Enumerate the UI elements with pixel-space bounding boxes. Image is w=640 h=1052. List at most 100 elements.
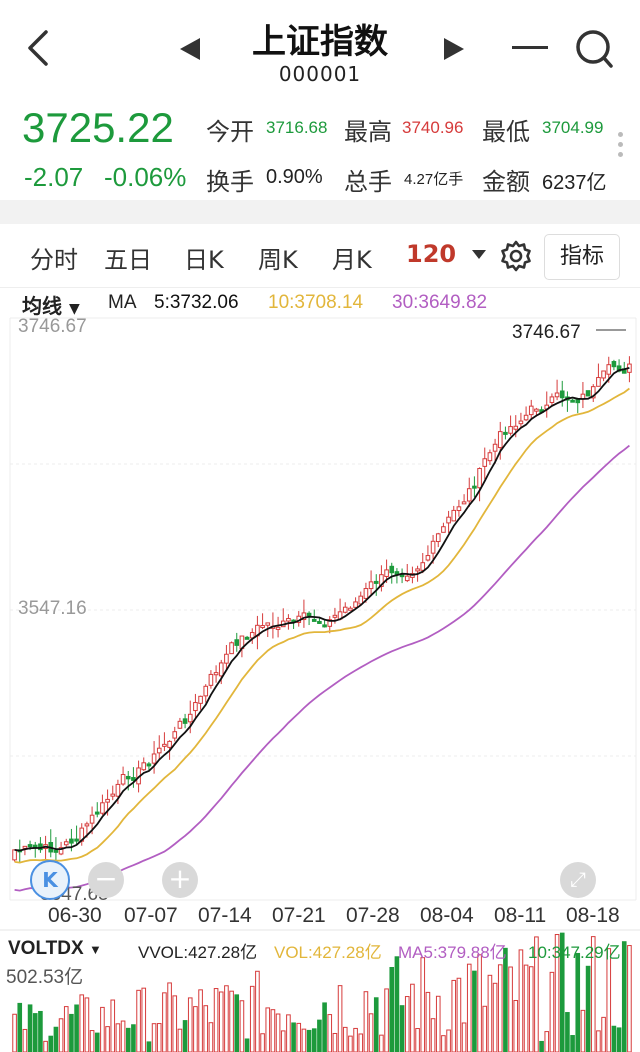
- candle-body: [435, 533, 441, 543]
- tab-intraday[interactable]: 分时: [30, 246, 78, 274]
- volume-bar: [570, 1035, 575, 1052]
- minimize-icon[interactable]: [512, 46, 548, 49]
- candle-body: [53, 849, 59, 853]
- fullscreen-button[interactable]: ⤢: [560, 862, 596, 898]
- candle-body: [513, 425, 519, 430]
- k-button[interactable]: K: [30, 860, 70, 900]
- candle-body: [311, 618, 317, 622]
- chevron-down-icon: ▼: [88, 942, 102, 957]
- volume-bar: [353, 1027, 358, 1052]
- volume-bar: [621, 941, 627, 1052]
- volume-bar: [32, 1013, 38, 1052]
- volume-bar: [296, 1022, 302, 1052]
- volume-bar: [17, 1002, 23, 1052]
- kline-chart[interactable]: 均线 ▼ MA 5:3732.06 10:3708.14 30:3649.82 …: [0, 290, 640, 1052]
- volume-bar: [410, 983, 415, 1052]
- volume-bar: [110, 999, 116, 1052]
- candle-body: [420, 562, 426, 571]
- volume-selector[interactable]: VOLTDX ▼: [8, 938, 102, 960]
- volume-bar: [94, 1032, 100, 1052]
- volume-bar: [585, 965, 591, 1052]
- candle-body: [146, 763, 152, 767]
- volume-bar: [306, 1029, 312, 1052]
- volume-bar: [420, 957, 426, 1052]
- candle-body: [63, 841, 69, 846]
- volume-bar: [332, 1032, 338, 1052]
- volume-bar: [63, 1006, 69, 1052]
- tab-monthly-k[interactable]: 月K: [332, 246, 372, 274]
- volume-bar: [451, 979, 457, 1052]
- volume-bar: [466, 963, 472, 1052]
- volume-bar: [404, 996, 410, 1052]
- volume-bar: [580, 1009, 586, 1052]
- x-axis-label: 07-28: [346, 904, 400, 927]
- volume-bar: [280, 1030, 286, 1052]
- volume-bar: [208, 1022, 214, 1052]
- candle-body: [275, 626, 281, 630]
- back-icon[interactable]: [22, 28, 58, 68]
- candle-body: [384, 569, 389, 577]
- candle-body: [182, 718, 188, 724]
- candle-body: [265, 622, 271, 626]
- ma5-line: [14, 367, 630, 852]
- candle-body: [570, 399, 575, 403]
- volume-bar: [141, 987, 147, 1052]
- candle-body: [317, 620, 322, 624]
- next-stock-icon[interactable]: [442, 36, 466, 62]
- candle-body: [379, 574, 384, 587]
- y-axis-top: 3746.67: [18, 316, 87, 337]
- volume-bar: [22, 1028, 28, 1052]
- volume-bar: [327, 1014, 333, 1052]
- vol-ma5-value: MA5:379.88亿: [398, 943, 507, 962]
- prev-stock-icon[interactable]: [178, 36, 202, 62]
- candle-body: [156, 747, 162, 754]
- candle-body: [120, 774, 126, 785]
- volume-bar: [472, 970, 477, 1052]
- candle-body: [363, 588, 369, 599]
- search-icon[interactable]: [574, 28, 614, 72]
- volume-bar: [234, 994, 240, 1052]
- candle-body: [441, 526, 446, 533]
- chevron-down-icon[interactable]: [472, 250, 486, 259]
- x-axis-label: 07-14: [198, 904, 252, 927]
- total-volume-label: 总手: [344, 168, 392, 196]
- volume-bar: [177, 1028, 183, 1052]
- candle-body: [497, 431, 503, 449]
- candle-body: [27, 844, 33, 848]
- ma-selector[interactable]: 均线 ▼: [22, 290, 80, 319]
- x-axis-label: 06-30: [48, 904, 102, 927]
- zoom-in-button[interactable]: +: [162, 862, 198, 898]
- indicator-button[interactable]: 指标: [544, 234, 620, 280]
- candle-body: [342, 606, 348, 613]
- candle-body: [177, 720, 183, 729]
- volume-bar: [120, 1020, 126, 1052]
- candle-body: [167, 740, 172, 748]
- volume-bar: [244, 1038, 250, 1052]
- tab-five-day[interactable]: 五日: [104, 246, 152, 274]
- candle-body: [244, 636, 250, 640]
- candle-body: [425, 555, 431, 561]
- tab-daily-k[interactable]: 日K: [184, 246, 224, 274]
- divider: [0, 200, 640, 224]
- candle-body: [193, 702, 198, 712]
- tab-weekly-k[interactable]: 周K: [258, 246, 298, 274]
- tab-120[interactable]: 120: [406, 240, 457, 268]
- volume-bar: [616, 1027, 622, 1052]
- zoom-out-button[interactable]: −: [88, 862, 124, 898]
- volume-bar: [358, 1033, 364, 1052]
- volume-bar: [167, 982, 172, 1052]
- volume-bar: [311, 1028, 317, 1052]
- ma5-value: 5:3732.06: [154, 292, 239, 313]
- volume-bar: [549, 971, 555, 1052]
- y-axis-mid: 3547.16: [18, 598, 87, 619]
- candle-body: [585, 390, 591, 397]
- volume-bar: [218, 991, 224, 1052]
- gear-icon[interactable]: [498, 238, 534, 274]
- more-dots-icon[interactable]: [618, 132, 624, 162]
- candle-body: [172, 731, 178, 739]
- x-axis-label: 07-21: [272, 904, 326, 927]
- volume-bar: [239, 1000, 245, 1052]
- candle-body: [229, 642, 234, 655]
- vvol-value: VVOL:427.28亿: [138, 943, 258, 962]
- volume-bar: [79, 994, 85, 1052]
